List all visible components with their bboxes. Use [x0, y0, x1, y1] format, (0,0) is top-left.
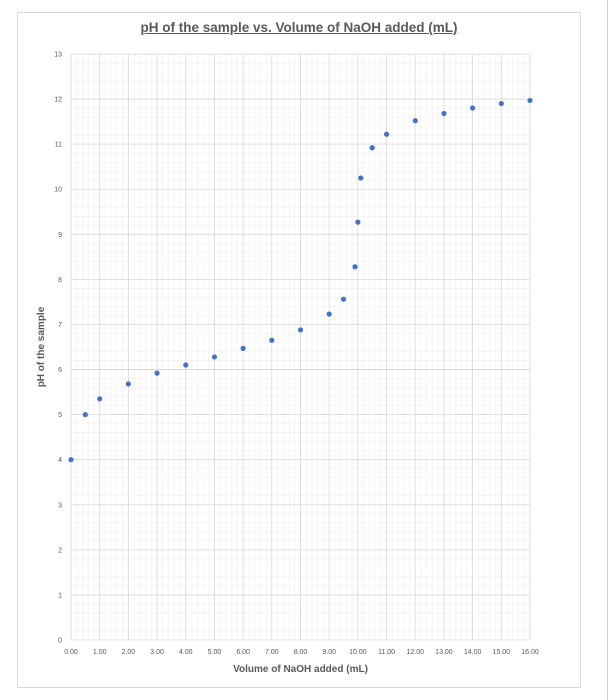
y-tick-label: 5 [58, 412, 62, 419]
y-axis-title: pH of the sample [36, 306, 47, 387]
y-tick-label: 0 [58, 638, 62, 645]
data-point [125, 381, 131, 387]
y-tick-label: 13 [54, 52, 62, 59]
data-point [358, 175, 364, 181]
y-tick-label: 3 [58, 502, 62, 509]
data-point [470, 105, 476, 111]
x-tick-label: 9.00 [322, 649, 336, 656]
x-tick-label: 6.00 [236, 649, 250, 656]
data-point [326, 311, 332, 317]
y-tick-label: 6 [58, 367, 62, 374]
data-point [527, 97, 533, 104]
data-point [383, 131, 390, 137]
x-tick-label: 1.00 [93, 649, 107, 656]
data-point [68, 457, 74, 463]
data-point [352, 264, 358, 270]
x-tick-label: 12.00 [406, 649, 424, 656]
data-point [355, 219, 361, 225]
y-tick-label: 11 [55, 142, 62, 149]
data-points [68, 97, 533, 463]
y-tick-label: 7 [58, 322, 62, 329]
x-tick-label: 11.00 [378, 649, 395, 656]
data-point [441, 110, 447, 117]
data-point [154, 370, 160, 376]
y-tick-label: 10 [54, 187, 62, 194]
data-point [269, 337, 275, 343]
x-tick-label: 13.00 [435, 649, 453, 656]
x-tick-label: 5.00 [208, 649, 222, 656]
x-tick-label: 2.00 [122, 649, 136, 656]
data-point [340, 296, 347, 302]
data-point [240, 345, 246, 351]
data-point [97, 396, 103, 402]
x-tick-label: 16.00 [521, 649, 539, 656]
x-tick-label: 0.00 [64, 649, 78, 656]
data-point [412, 118, 418, 124]
data-point [82, 412, 88, 418]
chart-title: pH of the sample vs. Volume of NaOH adde… [140, 20, 458, 35]
y-tick-label: 8 [58, 277, 62, 284]
x-tick-label: 7.00 [265, 649, 279, 656]
y-tick-label: 2 [58, 547, 62, 554]
x-axis-ticks: 0.00 1.00 2.00 3.00 4.00 5.00 6.00 7.00 8.00 9.00… [64, 649, 539, 656]
x-tick-label: 8.00 [294, 649, 308, 656]
x-tick-label: 10.00 [349, 649, 367, 656]
x-tick-label: 4.00 [179, 649, 193, 656]
data-point [498, 100, 504, 107]
x-tick-label: 15.00 [493, 649, 511, 656]
x-axis-title: Volume of NaOH added (mL) [233, 664, 368, 675]
data-point [297, 327, 304, 333]
data-point [211, 354, 218, 360]
data-point [183, 362, 189, 368]
y-tick-label: 12 [54, 97, 62, 104]
data-point [369, 145, 375, 151]
x-tick-label: 3.00 [150, 649, 164, 656]
y-tick-label: 1 [58, 592, 62, 599]
y-tick-label: 9 [58, 232, 62, 239]
y-tick-label: 4 [58, 457, 62, 464]
major-gridlines [70, 53, 531, 641]
x-tick-label: 14.00 [464, 649, 482, 656]
